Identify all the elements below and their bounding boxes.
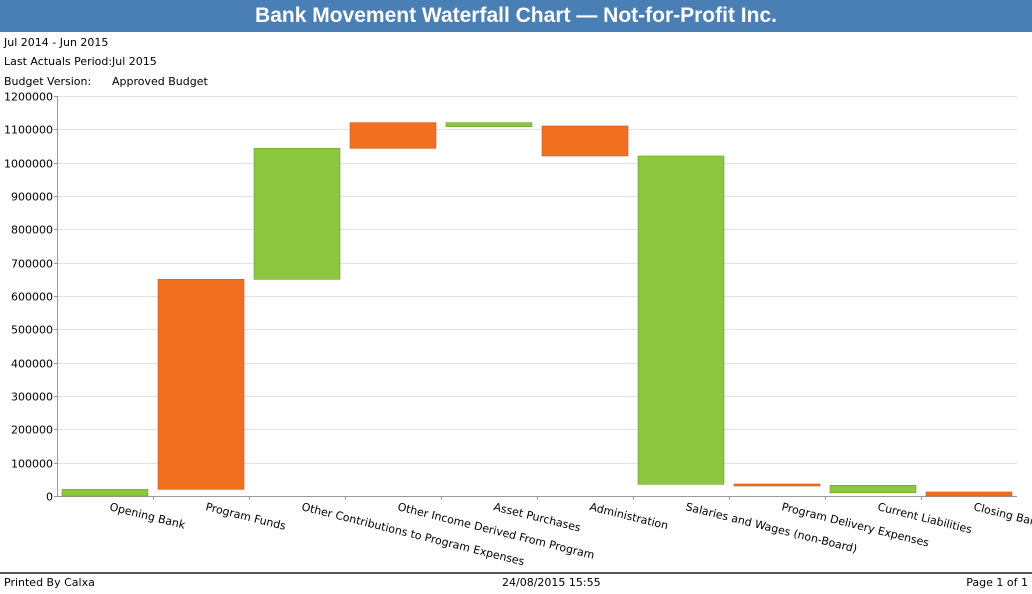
y-tick-label: 800000 <box>11 224 53 237</box>
bar-opening-bank <box>61 489 149 497</box>
bar-other-contributions-to-program-expenses <box>253 148 341 280</box>
print-timestamp: 24/08/2015 15:55 <box>502 576 601 589</box>
x-tick-label: Closing Bank <box>972 500 1032 530</box>
x-tick-label: Salaries and Wages (non-Board) <box>684 500 858 555</box>
y-tick-label: 100000 <box>11 458 53 471</box>
y-tick-label: 300000 <box>11 391 53 404</box>
bar-program-delivery-expenses <box>733 483 821 487</box>
y-tick-label: 1000000 <box>4 158 53 171</box>
budget-version-value: Approved Budget <box>112 75 208 88</box>
y-tick-label: 200000 <box>11 424 53 437</box>
last-actuals-value: Jul 2015 <box>112 55 157 68</box>
page-title: Bank Movement Waterfall Chart — Not-for-… <box>0 0 1032 32</box>
last-actuals-row: Last Actuals Period: Jul 2015 <box>4 55 157 68</box>
budget-version-label: Budget Version: <box>4 75 92 88</box>
bar-program-funds <box>157 279 245 490</box>
y-tick-label: 900000 <box>11 191 53 204</box>
y-tick-label: 1100000 <box>4 124 53 137</box>
y-tick-label: 500000 <box>11 324 53 337</box>
bar-administration <box>541 125 629 157</box>
bar-current-liabilities <box>829 485 917 493</box>
y-tick-label: 400000 <box>11 358 53 371</box>
bar-salaries-and-wages-non-board <box>637 155 725 485</box>
x-tick-label: Administration <box>588 500 669 532</box>
report-period: Jul 2014 - Jun 2015 <box>4 36 109 49</box>
bar-other-income-derived-from-program <box>349 122 437 149</box>
y-tick-label: 700000 <box>11 258 53 271</box>
page-number: Page 1 of 1 <box>966 576 1028 589</box>
printed-by: Printed By Calxa <box>4 576 95 589</box>
y-tick-label: 1200000 <box>4 91 53 104</box>
x-tick-label: Opening Bank <box>108 500 187 532</box>
bar-closing-bank <box>925 491 1013 497</box>
footer-divider <box>0 572 1032 574</box>
budget-version-row: Budget Version: Approved Budget <box>4 75 208 88</box>
waterfall-chart: 0 100000 200000 300000 400000 500000 600000 700… <box>4 91 1032 569</box>
last-actuals-label: Last Actuals Period: <box>4 55 113 68</box>
x-tick-label: Program Funds <box>204 500 287 533</box>
y-tick-label: 600000 <box>11 291 53 304</box>
bar-asset-purchases <box>445 122 533 127</box>
y-tick-label: 0 <box>46 491 53 504</box>
